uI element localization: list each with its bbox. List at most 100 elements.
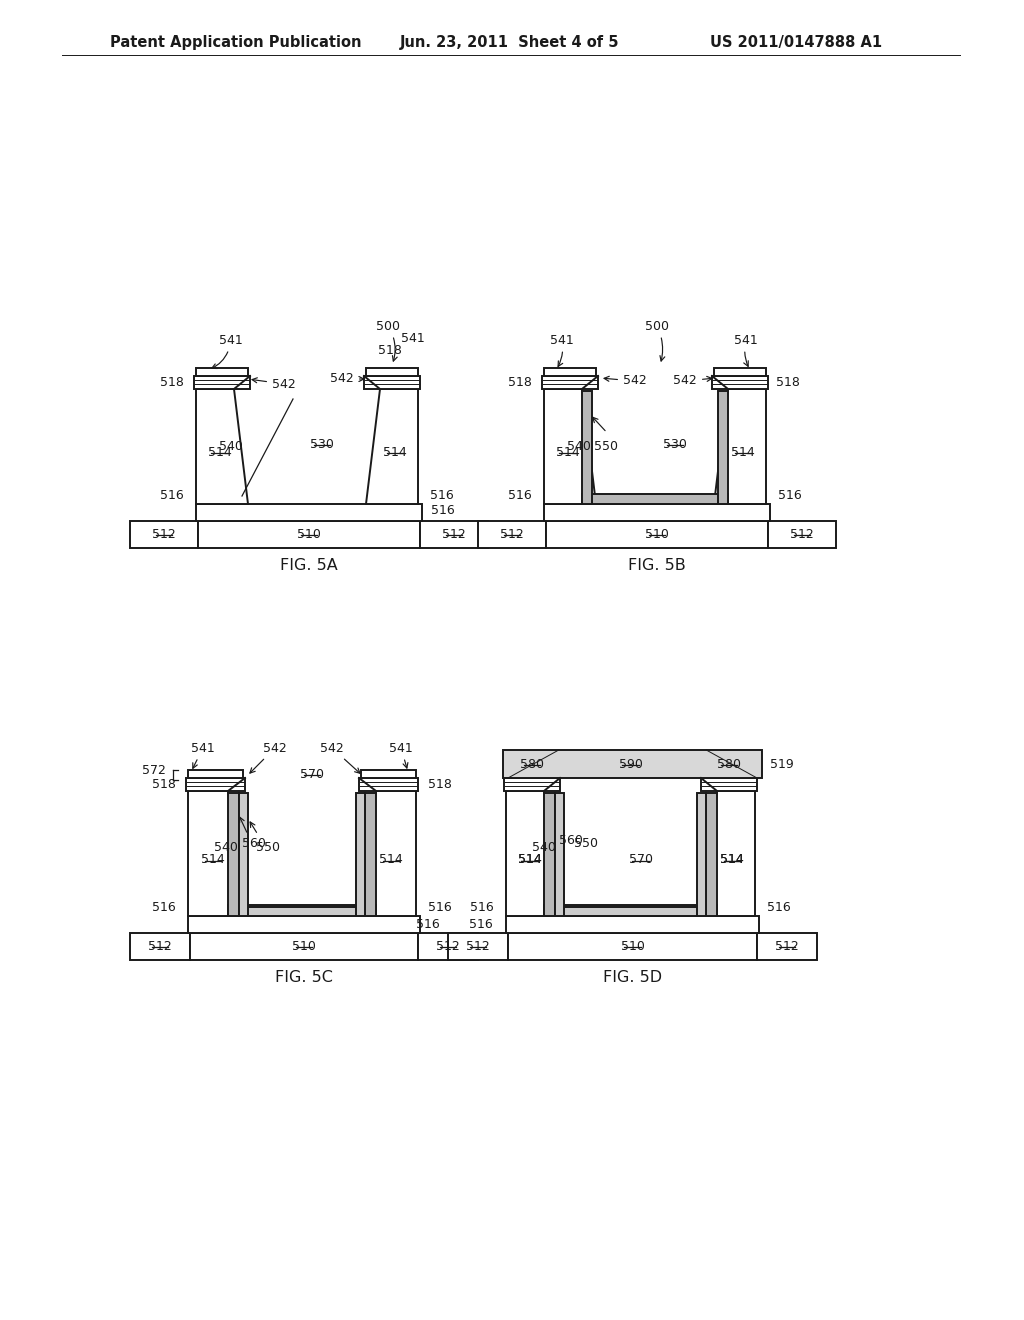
Bar [418, 933, 478, 960]
Text: 512: 512 [775, 940, 799, 953]
Bar [198, 521, 420, 548]
Text: 550: 550 [594, 440, 618, 453]
Bar [239, 907, 365, 916]
Text: 541: 541 [550, 334, 573, 367]
Bar [194, 376, 250, 389]
Text: 542: 542 [604, 375, 647, 388]
Polygon shape [697, 793, 706, 916]
Polygon shape [703, 791, 755, 916]
Polygon shape [706, 793, 717, 916]
Text: 540: 540 [567, 440, 591, 453]
Text: 512: 512 [436, 940, 460, 953]
Bar [714, 368, 766, 376]
Text: 540: 540 [214, 841, 238, 854]
Text: 512: 512 [442, 528, 466, 541]
Text: 572: 572 [142, 763, 166, 776]
Text: 530: 530 [664, 438, 687, 450]
Bar [712, 376, 768, 389]
Text: 514: 514 [720, 853, 743, 866]
Text: 516: 516 [428, 902, 452, 913]
Text: 530: 530 [310, 438, 334, 450]
Text: 512: 512 [466, 940, 489, 953]
Text: 570: 570 [300, 767, 324, 780]
Text: 514: 514 [208, 446, 231, 459]
Text: 516: 516 [469, 917, 493, 931]
Polygon shape [506, 791, 558, 916]
Bar [188, 770, 243, 777]
Text: 542: 542 [250, 742, 287, 774]
Text: 516: 516 [767, 902, 791, 913]
Text: 541: 541 [191, 742, 215, 768]
Polygon shape [544, 389, 596, 504]
Text: 550: 550 [256, 841, 280, 854]
Text: 514: 514 [517, 853, 542, 866]
Text: 514: 514 [731, 446, 755, 459]
Bar [544, 368, 596, 376]
Bar [544, 906, 717, 916]
Bar [478, 521, 546, 548]
Bar [544, 504, 770, 521]
Text: 518: 518 [508, 376, 532, 389]
Text: 516: 516 [430, 488, 454, 502]
Text: 510: 510 [621, 940, 644, 953]
Text: 516: 516 [508, 488, 532, 502]
Bar [768, 521, 836, 548]
Text: 512: 512 [791, 528, 814, 541]
Text: FIG. 5A: FIG. 5A [281, 558, 338, 573]
Text: 541: 541 [389, 742, 413, 768]
Text: 512: 512 [148, 940, 172, 953]
Text: Patent Application Publication: Patent Application Publication [110, 34, 361, 49]
Bar [506, 916, 759, 933]
Bar [190, 933, 418, 960]
Bar [546, 521, 768, 548]
Bar [542, 376, 598, 389]
Text: 510: 510 [292, 940, 316, 953]
Text: 560: 560 [559, 834, 583, 847]
Bar [366, 368, 418, 376]
Text: Jun. 23, 2011  Sheet 4 of 5: Jun. 23, 2011 Sheet 4 of 5 [400, 34, 620, 49]
Text: 550: 550 [574, 837, 598, 850]
Text: 518: 518 [428, 777, 452, 791]
Text: 516: 516 [160, 488, 184, 502]
Bar [757, 933, 817, 960]
Polygon shape [361, 791, 416, 916]
Bar [555, 907, 706, 916]
Text: 518: 518 [160, 376, 184, 389]
Text: 580: 580 [520, 758, 544, 771]
Polygon shape [714, 389, 766, 504]
Text: 590: 590 [618, 758, 642, 771]
Text: US 2011/0147888 A1: US 2011/0147888 A1 [710, 34, 882, 49]
Text: 542: 542 [252, 378, 296, 391]
Text: 514: 514 [517, 853, 542, 866]
Text: 570: 570 [629, 853, 652, 866]
Text: 510: 510 [297, 528, 321, 541]
Bar [361, 770, 416, 777]
Text: FIG. 5D: FIG. 5D [603, 970, 663, 986]
Bar [449, 933, 508, 960]
Text: 542: 542 [673, 375, 712, 388]
Text: 541: 541 [401, 331, 425, 345]
Bar [130, 521, 198, 548]
Bar [701, 777, 757, 791]
Polygon shape [196, 389, 248, 504]
Text: 541: 541 [212, 334, 243, 368]
Bar [503, 750, 762, 777]
Polygon shape [544, 793, 555, 916]
Text: 540: 540 [532, 841, 556, 854]
Text: 519: 519 [770, 758, 794, 771]
Bar [196, 504, 422, 521]
Text: 516: 516 [470, 902, 494, 913]
Bar [364, 376, 420, 389]
Bar [508, 933, 757, 960]
Text: 518: 518 [378, 343, 401, 356]
Polygon shape [365, 793, 376, 916]
Polygon shape [718, 391, 728, 504]
Text: FIG. 5B: FIG. 5B [628, 558, 686, 573]
Text: 516: 516 [431, 503, 455, 516]
Text: 510: 510 [645, 528, 669, 541]
Bar [420, 521, 488, 548]
Bar [506, 770, 558, 777]
Bar [130, 933, 190, 960]
Text: 542: 542 [331, 372, 364, 385]
Text: FIG. 5C: FIG. 5C [275, 970, 333, 986]
